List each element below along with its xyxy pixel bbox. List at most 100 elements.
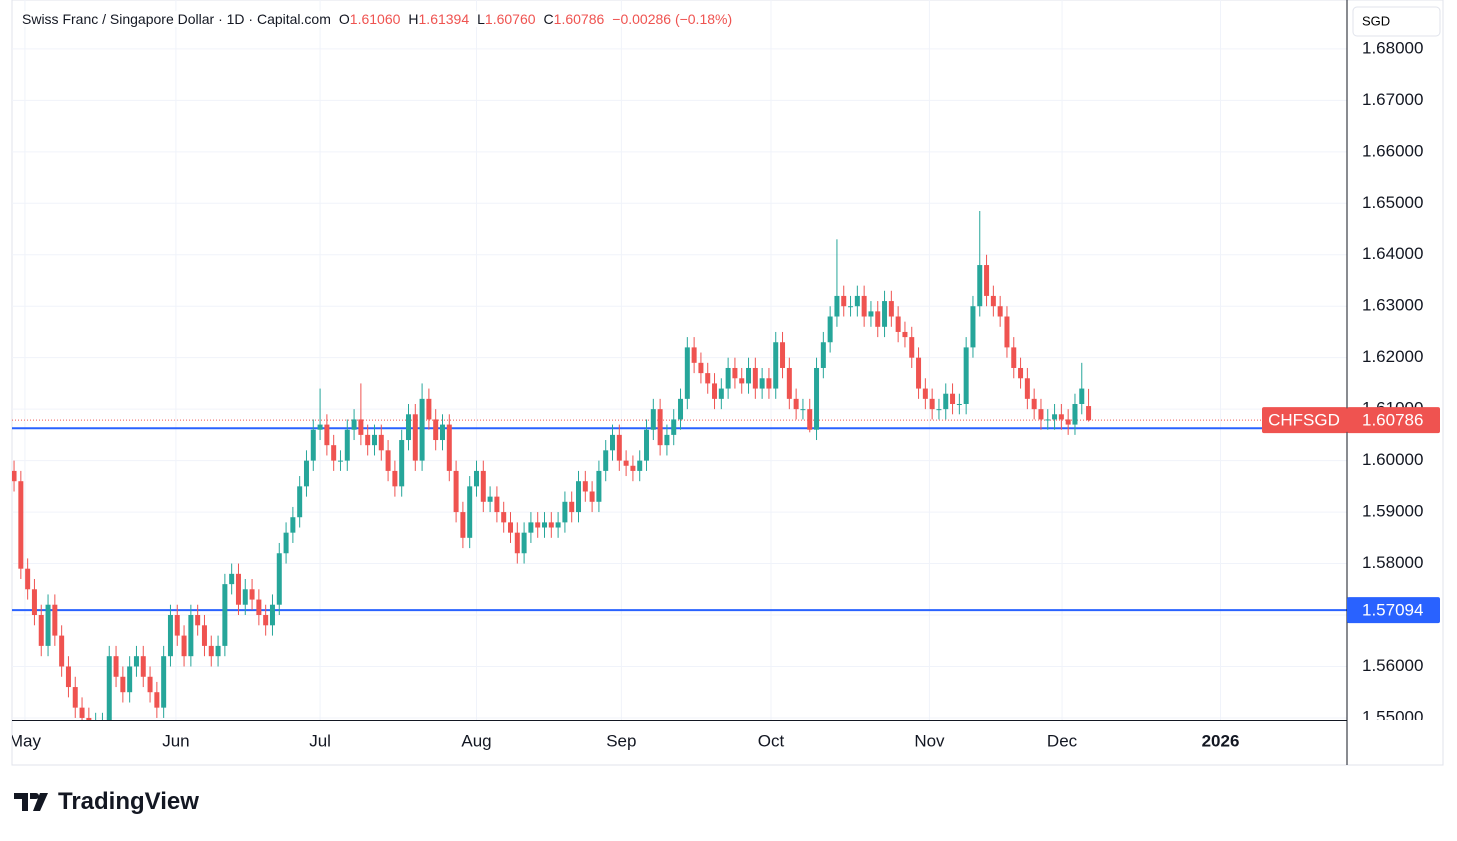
candle-body bbox=[385, 450, 391, 471]
candle-body bbox=[433, 419, 439, 441]
candle-body bbox=[521, 532, 527, 554]
candle-body bbox=[235, 573, 241, 605]
open-label: O bbox=[338, 11, 350, 27]
candle-body bbox=[494, 496, 500, 513]
candle-body bbox=[569, 501, 575, 513]
candle-body bbox=[399, 440, 405, 487]
candle-body bbox=[793, 398, 799, 410]
candle-body bbox=[93, 723, 98, 728]
candle-body bbox=[45, 604, 51, 646]
candle-body bbox=[786, 367, 792, 399]
y-tick-label: 1.67000 bbox=[1362, 90, 1423, 109]
candle-body bbox=[1031, 398, 1037, 410]
candle-body bbox=[147, 676, 153, 693]
candle-body bbox=[718, 388, 724, 399]
candle-body bbox=[507, 522, 513, 533]
candle-body bbox=[365, 434, 371, 446]
candle-body bbox=[984, 265, 990, 296]
candle-body bbox=[249, 589, 255, 600]
candle-body bbox=[473, 470, 479, 487]
candle-body bbox=[480, 470, 486, 502]
candle-body bbox=[501, 512, 507, 523]
candle-body bbox=[630, 465, 636, 471]
brand-logo bbox=[14, 793, 48, 811]
low-value: 1.60760 bbox=[484, 11, 536, 27]
candle-body bbox=[732, 367, 738, 379]
candle-body bbox=[337, 460, 343, 462]
x-tick-label: 2026 bbox=[1202, 731, 1240, 750]
candle-body bbox=[31, 589, 37, 616]
candle-body bbox=[576, 481, 582, 513]
candle-body bbox=[888, 301, 894, 317]
candle-body bbox=[38, 615, 44, 646]
y-tick-label: 1.60000 bbox=[1362, 450, 1423, 469]
candle-body bbox=[997, 306, 1003, 317]
candle-body bbox=[1011, 347, 1017, 368]
candle-body bbox=[555, 522, 561, 528]
candle-body bbox=[263, 615, 269, 626]
candle-body bbox=[229, 573, 235, 585]
candle-body bbox=[256, 599, 262, 616]
candle-body bbox=[242, 589, 248, 605]
y-tick-label: 1.55000 bbox=[1362, 707, 1423, 726]
candle-body bbox=[419, 398, 425, 461]
candle-body bbox=[1086, 406, 1092, 421]
y-tick-label: 1.65000 bbox=[1362, 193, 1423, 212]
candle-body bbox=[746, 367, 752, 384]
candle-body bbox=[1018, 367, 1024, 379]
candle-body bbox=[739, 378, 745, 384]
candle-body bbox=[956, 404, 962, 406]
candle-body bbox=[909, 337, 915, 358]
candle-body bbox=[283, 532, 289, 554]
x-tick-label: Aug bbox=[461, 731, 491, 750]
y-tick-label: 1.68000 bbox=[1362, 38, 1423, 57]
x-tick-label: Jun bbox=[162, 731, 189, 750]
candle-body bbox=[344, 429, 350, 461]
candle-body bbox=[807, 409, 813, 430]
candle-body bbox=[154, 692, 160, 708]
candle-body bbox=[113, 656, 119, 677]
candle-body bbox=[1052, 414, 1058, 420]
y-tick-label: 1.64000 bbox=[1362, 244, 1423, 263]
x-tick-label: Oct bbox=[758, 731, 785, 750]
candle-body bbox=[773, 342, 779, 389]
candle-body bbox=[120, 676, 126, 693]
candle-body bbox=[195, 615, 201, 626]
candle-body bbox=[800, 409, 806, 411]
candle-body bbox=[392, 470, 398, 487]
candle-body bbox=[950, 393, 956, 405]
candle-body bbox=[297, 486, 303, 518]
y-tick-label: 1.62000 bbox=[1362, 347, 1423, 366]
candle-body bbox=[977, 265, 983, 307]
price-line-tag-label: 1.57094 bbox=[1362, 601, 1423, 620]
candle-body bbox=[936, 409, 942, 411]
candle-body bbox=[86, 717, 92, 720]
candle-body bbox=[412, 414, 418, 461]
candle-body bbox=[1072, 404, 1078, 425]
candle-body bbox=[460, 512, 466, 538]
candle-body bbox=[1079, 388, 1085, 405]
high-value: 1.61394 bbox=[418, 11, 470, 27]
candle-body bbox=[276, 553, 282, 605]
candle-body bbox=[854, 295, 860, 307]
candle-body bbox=[644, 429, 650, 461]
candle-body bbox=[317, 424, 323, 430]
candle-body bbox=[405, 414, 411, 441]
x-tick-label: Dec bbox=[1047, 731, 1078, 750]
close-value: 1.60786 bbox=[553, 11, 605, 27]
close-label: C bbox=[543, 11, 554, 27]
candle-body bbox=[902, 331, 908, 338]
candle-body bbox=[1065, 419, 1071, 425]
candle-body bbox=[916, 357, 922, 389]
candle-body bbox=[100, 723, 105, 724]
candle-body bbox=[657, 409, 663, 446]
x-tick-label: May bbox=[9, 731, 42, 750]
candle-body bbox=[487, 496, 493, 502]
candle-body bbox=[814, 367, 820, 430]
x-tick-label: Jul bbox=[309, 731, 331, 750]
symbol-title: Swiss Franc / Singapore Dollar · 1D · Ca… bbox=[22, 11, 331, 27]
candle-body bbox=[684, 347, 690, 399]
y-tick-label: 1.58000 bbox=[1362, 553, 1423, 572]
brand[interactable]: TradingView bbox=[14, 788, 199, 816]
